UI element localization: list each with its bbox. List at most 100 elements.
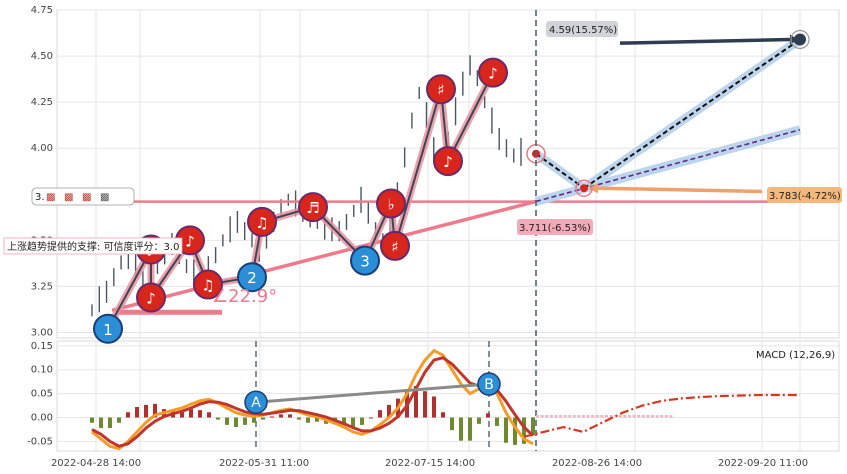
x-tick-3: 2022-08-26 14:00 — [552, 458, 642, 469]
wave-point-label-3: ♪ — [185, 232, 195, 250]
macd-hist-49 — [531, 417, 535, 436]
support-callout: 上涨趋势提供的支撑: 可信度评分：3.0 — [3, 237, 183, 255]
x-tick-0: 2022-04-28 14:00 — [51, 458, 141, 469]
wave-point-label-4: ♫ — [201, 277, 214, 295]
macd-hist-22 — [288, 414, 292, 418]
wave-point-label-13: ♪ — [488, 65, 498, 83]
wave-point-9 — [376, 188, 406, 219]
projection-mid-text: 3.783(-4.72%) — [769, 191, 841, 202]
wave-point-8 — [350, 245, 380, 276]
macd-dif-line — [91, 348, 534, 451]
macd-proj-hist-25 — [651, 415, 654, 418]
macd-hist-4 — [126, 412, 130, 418]
macd-proj-hist-9 — [577, 415, 581, 418]
up-marker — [794, 33, 806, 46]
macd-proj-hist-21 — [632, 415, 636, 418]
wave-point-label-7: ♬ — [306, 199, 319, 217]
macd-hist-48 — [522, 417, 526, 444]
wave-point-13 — [478, 57, 508, 88]
wave-point-label-12: ♪ — [443, 153, 453, 171]
macd-y-tick-2: 0.05 — [31, 389, 53, 400]
legend-glyph-4: ▩ — [100, 192, 109, 203]
divergence-label-1: B — [484, 377, 494, 393]
proj-line-down — [535, 152, 585, 190]
macd-proj-hist-4 — [554, 415, 558, 418]
wave-point-2 — [136, 282, 166, 313]
macd-proj-hist-15 — [605, 415, 608, 418]
wave-point-label-5: 2 — [247, 269, 257, 287]
macd-hist-39 — [441, 412, 445, 418]
projection-mid-label: 3.783(-4.72%) — [767, 187, 842, 203]
wave-point-7 — [298, 192, 328, 223]
macd-hist-44 — [486, 413, 490, 418]
x-tick-4: 2022-09-20 11:00 — [718, 458, 808, 469]
macd-proj-hist-2 — [545, 415, 549, 418]
macd-hist-14 — [216, 417, 220, 420]
macd-hist-32 — [378, 410, 382, 418]
macd-proj-hist-19 — [623, 415, 627, 418]
macd-proj-hist-8 — [572, 415, 576, 418]
macd-proj-hist-18 — [618, 415, 622, 418]
macd-proj-hist-20 — [628, 415, 631, 418]
support-text: 上涨趋势提供的支撑: 可信度评分：3.0 — [7, 240, 179, 253]
projection-up-text: 4.59(15.57%) — [549, 25, 617, 36]
macd-hist-43 — [477, 417, 481, 424]
macd-proj-hist-24 — [646, 415, 650, 418]
macd-hist-13 — [207, 412, 211, 418]
wave-point-label-11: ♯ — [437, 81, 444, 99]
macd-y-tick-1: 0.10 — [31, 365, 53, 376]
support-trend-line — [111, 199, 537, 313]
macd-proj-hist-16 — [609, 415, 613, 418]
macd-layer: AB — [90, 348, 800, 451]
wave-point-label-10: ♯ — [391, 238, 398, 256]
wave-point-4 — [193, 269, 223, 300]
macd-proj-hist-27 — [660, 415, 664, 418]
legend-glyph-3: ▩ — [82, 192, 91, 203]
macd-proj-hist-10 — [582, 415, 585, 418]
macd-hist-6 — [144, 404, 148, 418]
macd-hist-23 — [297, 417, 301, 420]
macd-hist-25 — [315, 417, 319, 422]
wave-point-label-0: 1 — [103, 321, 113, 339]
macd-hist-20 — [270, 416, 274, 418]
arrow-up-shaft — [619, 37, 791, 45]
macd-proj-hist-12 — [591, 415, 595, 418]
mid-marker-ring — [575, 179, 593, 197]
macd-proj-hist-29 — [669, 415, 673, 418]
clipped-badge: 3. ▩ ▩ ▩ ▩ — [31, 187, 135, 206]
price-y-tick-5: 3.25 — [31, 281, 53, 292]
proj-line-up — [583, 38, 801, 190]
legend-glyph-1: ▩ — [46, 192, 55, 203]
macd-y-tick-3: 0.00 — [31, 413, 53, 424]
macd-hist-1 — [99, 417, 103, 429]
wave-point-5 — [237, 262, 267, 293]
macd-proj-hist-14 — [600, 415, 604, 418]
wave-point-12 — [433, 146, 463, 177]
macd-y-tick-0: 0.15 — [31, 341, 53, 352]
macd-proj-hist-7 — [568, 415, 572, 418]
macd-y-ticks: 0.15 0.10 0.05 0.00 -0.05 — [27, 341, 53, 448]
macd-hist-0 — [90, 417, 94, 423]
legend-glyph-2: ▩ — [64, 192, 73, 203]
macd-hist-3 — [117, 417, 121, 423]
wave-point-6 — [247, 206, 277, 237]
price-y-ticks: 4.754.504.254.003.503.253.00 — [31, 5, 53, 338]
divergence-point-1 — [477, 372, 501, 396]
macd-hist-15 — [225, 417, 229, 425]
macd-hist-46 — [504, 417, 508, 443]
macd-hist-28 — [342, 417, 346, 425]
divergence-line — [255, 382, 490, 404]
macd-hist-30 — [360, 417, 364, 425]
macd-hist-24 — [306, 417, 310, 423]
wave-point-label-9: ♭ — [387, 195, 394, 213]
price-y-tick-2: 4.25 — [31, 97, 53, 108]
macd-proj-hist-1 — [540, 415, 544, 418]
macd-proj-hist-28 — [664, 415, 668, 418]
macd-hist-37 — [423, 391, 427, 418]
macd-hist-16 — [234, 417, 238, 427]
x-tick-1: 2022-05-31 11:00 — [219, 458, 309, 469]
price-y-tick-0: 4.75 — [31, 5, 53, 16]
macd-hist-33 — [387, 404, 391, 418]
macd-hist-2 — [108, 417, 112, 429]
